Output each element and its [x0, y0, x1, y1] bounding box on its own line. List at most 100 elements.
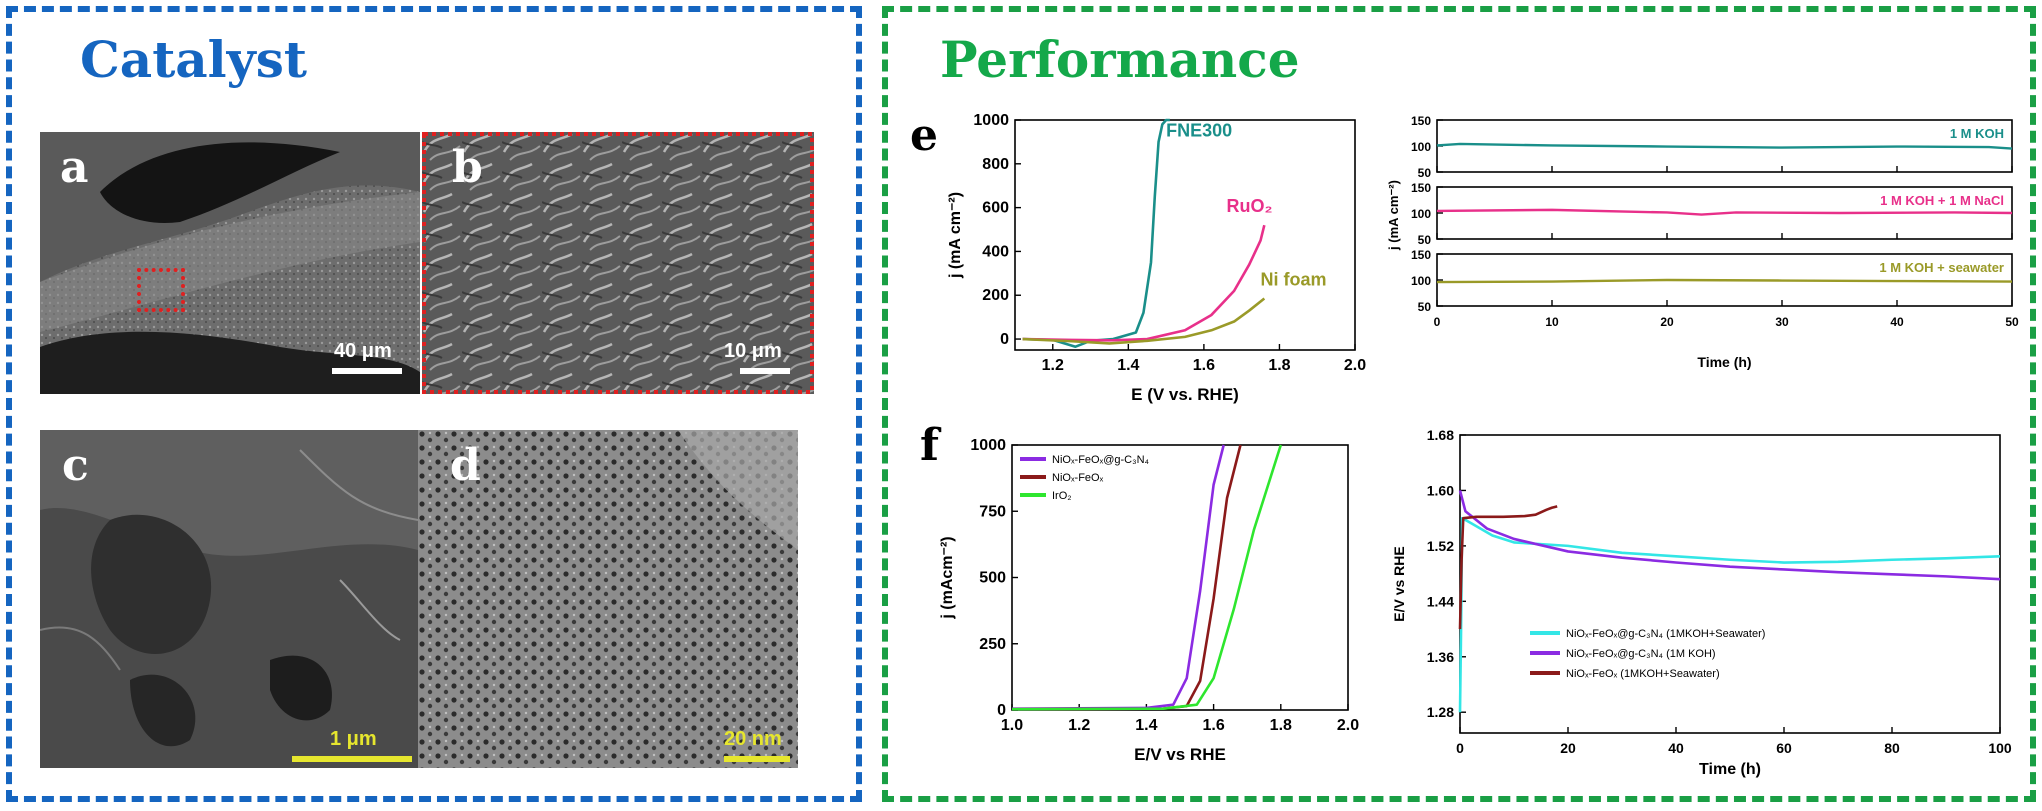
- y-tick-label: 1.68: [1427, 427, 1454, 443]
- x-tick-label: 30: [1775, 315, 1789, 329]
- scale-bar-a: [332, 368, 402, 374]
- x-tick-label: 1.6: [1202, 717, 1224, 734]
- series-line-nio-feo: [1011, 444, 1242, 711]
- legend-label-nio-feo-1mkoh-seawater: NiOₓ-FeOₓ (1MKOH+Seawater): [1566, 668, 1720, 680]
- y-axis-label: j (mA cm⁻²): [1386, 180, 1401, 251]
- legend-label-nio-feo: NiOₓ-FeOₓ: [1052, 472, 1104, 484]
- series-line-fne300: [1022, 118, 1170, 349]
- performance-section: [882, 6, 2036, 802]
- series-line-nio-feo-g-c-n-1mkoh-seawater: [1458, 516, 2001, 713]
- y-tick-label: 400: [982, 243, 1009, 260]
- scale-bar-d-text: 20 nm: [724, 728, 782, 750]
- catalyst-title: Catalyst: [80, 30, 307, 89]
- y-tick-label: 100: [1411, 207, 1431, 221]
- tem-image-d: [418, 430, 798, 768]
- x-tick-label: 1.8: [1270, 717, 1292, 734]
- y-axis-label: E/V vs RHE: [1391, 546, 1407, 621]
- series-line-1-m-koh: [1436, 142, 2013, 150]
- y-tick-label: 200: [982, 287, 1009, 304]
- x-tick-label: 1.4: [1117, 357, 1139, 374]
- x-tick-label: 20: [1660, 315, 1674, 329]
- x-axis-label: Time (h): [1699, 761, 1761, 778]
- chart-f-left-svg: 1.0 1.2 1.4 1.6 1.8 2.0 0 250 500 750 1000 E/V vs R…: [939, 437, 1359, 764]
- y-tick-label: 1.28: [1427, 704, 1454, 720]
- scale-bar-d: [724, 756, 790, 762]
- y-tick-label: 1000: [973, 112, 1009, 129]
- catalyst-section: [6, 6, 862, 802]
- series-line-1-m-koh-1-m-nacl: [1436, 208, 2013, 216]
- scale-bar-c: [292, 756, 412, 762]
- legend-label-nio-feo-g-c-n-1m-koh: NiOₓ-FeOₓ@g-C₃N₄ (1M KOH): [1566, 648, 1716, 660]
- plot-frame: [1459, 434, 2001, 734]
- y-tick-label: 1.52: [1427, 538, 1454, 554]
- x-tick-label: 1.2: [1042, 357, 1064, 374]
- series-label-ni-foam: Ni foam: [1261, 269, 1327, 289]
- scale-bar-b: [740, 368, 790, 374]
- x-tick-label: 60: [1776, 740, 1792, 756]
- y-tick-label: 50: [1418, 300, 1432, 314]
- scale-bar-c-text: 1 μm: [330, 728, 377, 750]
- x-tick-label: 2.0: [1344, 357, 1366, 374]
- y-tick-label: 250: [979, 636, 1006, 653]
- panel-label-a: a: [60, 142, 89, 193]
- series-line-nio-feo-1mkoh-seawater: [1458, 505, 1558, 630]
- y-tick-label: 1000: [970, 437, 1006, 454]
- y-tick-label: 600: [982, 200, 1009, 217]
- panel-label-d: d: [450, 440, 481, 491]
- y-tick-label: 1.44: [1427, 593, 1454, 609]
- sem-image-c: [40, 430, 418, 768]
- x-tick-label: 2.0: [1337, 717, 1359, 734]
- y-tick-label: 0: [1000, 331, 1009, 348]
- x-tick-label: 20: [1560, 740, 1576, 756]
- x-axis-label: Time (h): [1697, 354, 1751, 370]
- x-tick-label: 1.0: [1001, 717, 1023, 734]
- scale-bar-b-text: 10 μm: [724, 340, 782, 362]
- y-tick-label: 150: [1411, 114, 1431, 128]
- series-label-1-m-koh: 1 M KOH: [1950, 126, 2004, 141]
- plot-frame: [1014, 119, 1356, 351]
- y-tick-label: 100: [1411, 274, 1431, 288]
- x-axis-label: E (V vs. RHE): [1131, 385, 1239, 404]
- series-line-1-m-koh-seawater: [1436, 278, 2013, 284]
- series-line-nio-feo-g-c-n-1m-koh: [1458, 490, 2001, 581]
- series-line-ruo: [1022, 224, 1266, 342]
- x-tick-label: 80: [1884, 740, 1900, 756]
- figure-label-f: f: [920, 420, 939, 471]
- panel-label-b: b: [452, 142, 483, 193]
- x-axis-label: E/V vs RHE: [1134, 745, 1226, 764]
- y-tick-label: 0: [997, 702, 1006, 719]
- y-tick-label: 1.60: [1427, 482, 1454, 498]
- performance-title: Performance: [940, 30, 1300, 89]
- y-tick-label: 500: [979, 570, 1006, 587]
- legend-label-iro: IrO₂: [1052, 490, 1072, 502]
- series-line-ni-foam: [1022, 297, 1266, 345]
- x-tick-label: 50: [2005, 315, 2019, 329]
- y-axis-label: j (mAcm⁻²): [939, 536, 956, 619]
- x-tick-label: 0: [1456, 740, 1464, 756]
- scale-bar-a-text: 40 μm: [334, 340, 392, 362]
- chart-f-stability: 0 20 40 60 80 100 1.28 1.36 1.44 1.52 1.60 1.68 Time…: [1382, 410, 2022, 785]
- y-tick-label: 100: [1411, 140, 1431, 154]
- y-axis-label: j (mA cm⁻²): [947, 192, 964, 279]
- series-label-fne300: FNE300: [1166, 120, 1232, 140]
- series-label-ruo: RuO₂: [1227, 196, 1273, 216]
- plot-frame: [1011, 444, 1349, 711]
- y-tick-label: 150: [1411, 181, 1431, 195]
- x-tick-label: 40: [1668, 740, 1684, 756]
- series-line-nio-feo-g-c-n: [1011, 444, 1225, 710]
- series-line-iro: [1011, 444, 1283, 711]
- x-tick-label: 0: [1434, 315, 1441, 329]
- sem-image-a: [40, 132, 420, 394]
- x-tick-label: 1.4: [1135, 717, 1157, 734]
- zoom-region-box: [137, 268, 185, 312]
- y-tick-label: 50: [1418, 166, 1432, 180]
- y-tick-label: 1.36: [1427, 649, 1454, 665]
- x-tick-label: 10: [1545, 315, 1559, 329]
- series-label-1-m-koh-seawater: 1 M KOH + seawater: [1879, 260, 2004, 275]
- x-tick-label: 1.6: [1193, 357, 1215, 374]
- y-tick-label: 750: [979, 503, 1006, 520]
- chart-f-right-svg: 0 20 40 60 80 100 1.28 1.36 1.44 1.52 1.60 1.68 Time…: [1391, 427, 2012, 778]
- y-tick-label: 150: [1411, 248, 1431, 262]
- x-tick-label: 40: [1890, 315, 1904, 329]
